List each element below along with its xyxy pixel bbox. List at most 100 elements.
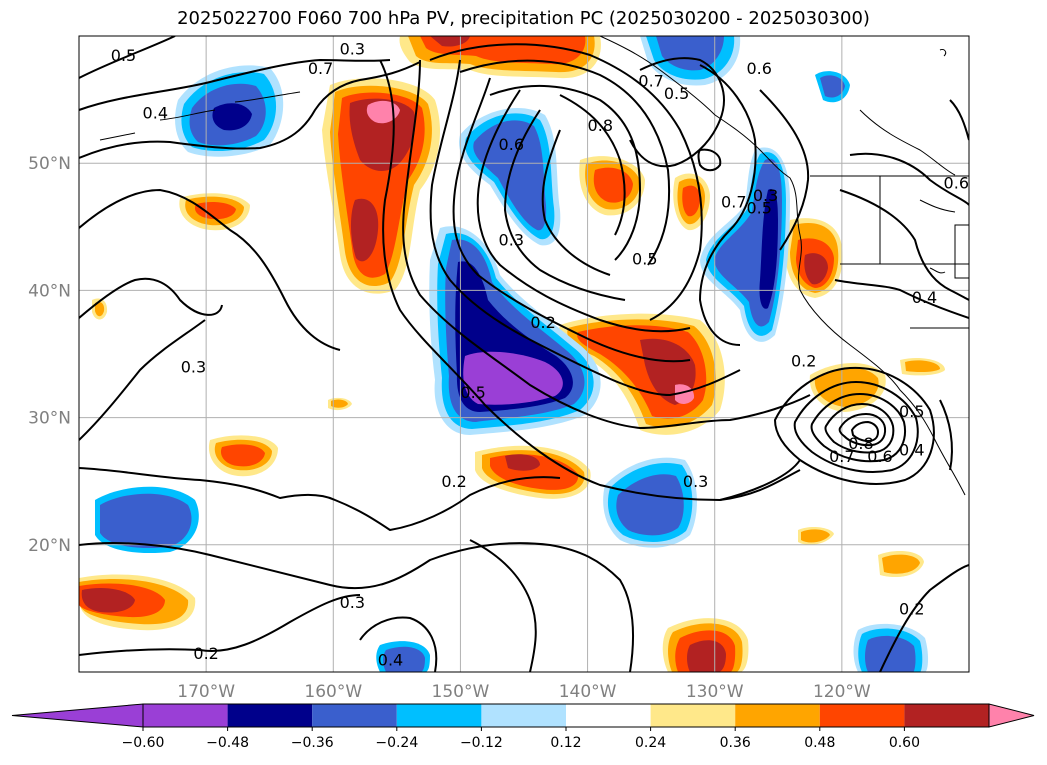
contour-0.2-southeast-b	[879, 564, 969, 672]
contour-labels: 0.5 0.30.70.40.60.80.70.50.60.7 0.50.50.30…	[111, 40, 969, 670]
latitude-labels: 50°N 40°N 30°N 20°N	[28, 154, 71, 556]
contour-gulf	[559, 94, 626, 236]
contour-coast-inner	[697, 148, 722, 172]
contour-high-ring-2	[459, 59, 671, 266]
contour-0.8-coast	[759, 89, 810, 251]
colorbar-tick-label: −0.48	[206, 735, 249, 751]
latitude-label: 30°N	[28, 409, 71, 429]
colorbar-tick-label: 0.24	[635, 735, 666, 751]
colorbar-segment	[143, 704, 228, 727]
longitude-label: 170°W	[177, 682, 235, 702]
fill-positive-top-band	[399, 36, 601, 79]
contour-0.4-east	[834, 279, 969, 319]
contour-label: 0.5	[746, 199, 771, 218]
colorbar-tick-label: −0.60	[122, 735, 165, 751]
fill-negative-subtropical	[95, 457, 929, 672]
colorbar-tick-label: 0.48	[804, 735, 835, 751]
contour-0.2-south	[79, 594, 361, 656]
contour-0.3-east-inner	[939, 399, 953, 471]
contour-label: 0.5	[111, 46, 136, 65]
colorbar-segment	[566, 704, 651, 727]
fill-negative-central-pacific	[429, 226, 601, 435]
longitude-label: 160°W	[304, 682, 362, 702]
contour-label: 0.6	[499, 135, 524, 154]
contour-low-ring-4	[824, 402, 895, 454]
longitude-label: 120°W	[813, 682, 871, 702]
colorbar-tick-label: 0.12	[550, 735, 581, 751]
contour-ridge-6	[503, 109, 626, 301]
latitude-label: 40°N	[28, 281, 71, 301]
longitude-label: 130°W	[686, 682, 744, 702]
contour-label: 0.7	[308, 59, 333, 78]
colorbar-segment	[481, 704, 566, 727]
contour-north-a	[79, 58, 391, 111]
contour-label: 0.4	[378, 650, 403, 669]
colorbar-tick-label: −0.36	[291, 735, 334, 751]
contour-label: 0.3	[340, 40, 365, 59]
colorbar-extend-max	[988, 703, 1035, 728]
contour-ridge-7	[541, 129, 611, 276]
gridlines	[79, 36, 969, 672]
colorbar-tick-label: 0.60	[889, 735, 920, 751]
contour-0.7-coast	[698, 64, 757, 346]
colorbar-segment	[396, 704, 482, 727]
contour-label: 0.3	[181, 358, 206, 377]
contour-label: 0.3	[753, 186, 778, 205]
contour-high-ring	[429, 43, 703, 321]
contour-low-ring-1	[773, 366, 935, 485]
plot-frame	[78, 35, 970, 673]
contour-label: 0.8	[848, 434, 873, 453]
contour-east-box	[839, 189, 969, 301]
map-title: 2025022700 F060 700 hPa PV, precipitatio…	[177, 8, 870, 29]
longitude-labels: 170°W 160°W 150°W 140°W 130°W 120°W	[177, 682, 871, 702]
contour-label: 0.2	[899, 599, 924, 618]
contour-ridge-outer	[379, 59, 801, 502]
contour-ridge-5	[476, 89, 691, 333]
contour-label: 0.8	[588, 116, 613, 135]
fill-positive-small-blobs	[79, 156, 945, 672]
colorbar-segment	[819, 704, 905, 727]
contour-ridge-4	[452, 77, 691, 363]
contour-label: 0.2	[193, 644, 218, 663]
contour-ridge-2	[402, 59, 811, 430]
fill-positive-north-pacific	[322, 78, 440, 294]
precipitation-fill-layer	[79, 36, 945, 672]
contour-west-trough-b	[79, 277, 223, 319]
contour-low-ring-6	[850, 420, 880, 443]
contour-0.6-east	[849, 152, 969, 206]
contour-label: 0.3	[340, 593, 365, 612]
contour-label: 0.5	[460, 383, 485, 402]
contour-label: 0.6	[944, 173, 969, 192]
colorbar-tick-label: −0.24	[375, 735, 418, 751]
colorbar-segment	[227, 704, 313, 727]
coastlines	[99, 36, 969, 496]
longitude-label: 150°W	[432, 682, 490, 702]
contour-0.3-south-b	[469, 539, 537, 672]
contour-0.5-coast	[629, 57, 725, 168]
contour-label: 0.2	[441, 472, 466, 491]
colorbar-segment	[312, 704, 397, 727]
colorbar-segment	[904, 704, 989, 727]
contour-label: 0.7	[638, 72, 663, 91]
contour-0.4-south	[359, 616, 438, 672]
contour-0.5-north	[79, 36, 176, 79]
contour-label: 0.2	[530, 313, 555, 332]
contour-ridge-3	[429, 59, 741, 397]
colorbar-extend-min	[11, 703, 144, 728]
colorbar: −0.60 −0.48 −0.36 −0.24 −0.12 0.12 0.24 0.36 0.4…	[11, 703, 1035, 751]
longitude-label: 140°W	[559, 682, 617, 702]
contour-label: 0.5	[664, 84, 689, 103]
colorbar-tick-label: 0.36	[720, 735, 751, 751]
contour-high-ring-3	[489, 85, 642, 261]
colorbar-segment	[735, 704, 820, 727]
contour-low-ring-5	[838, 412, 887, 447]
contour-0.3-west	[79, 319, 206, 441]
contour-0.3-subtropic	[79, 542, 634, 672]
contour-label: 0.2	[791, 351, 816, 370]
contour-label: 0.6	[867, 447, 892, 466]
contour-label: 0.7	[829, 447, 854, 466]
contour-low-ring-2	[793, 380, 919, 473]
contour-label: 0.4	[143, 103, 168, 122]
contour-0.2-subtropic	[79, 467, 561, 532]
